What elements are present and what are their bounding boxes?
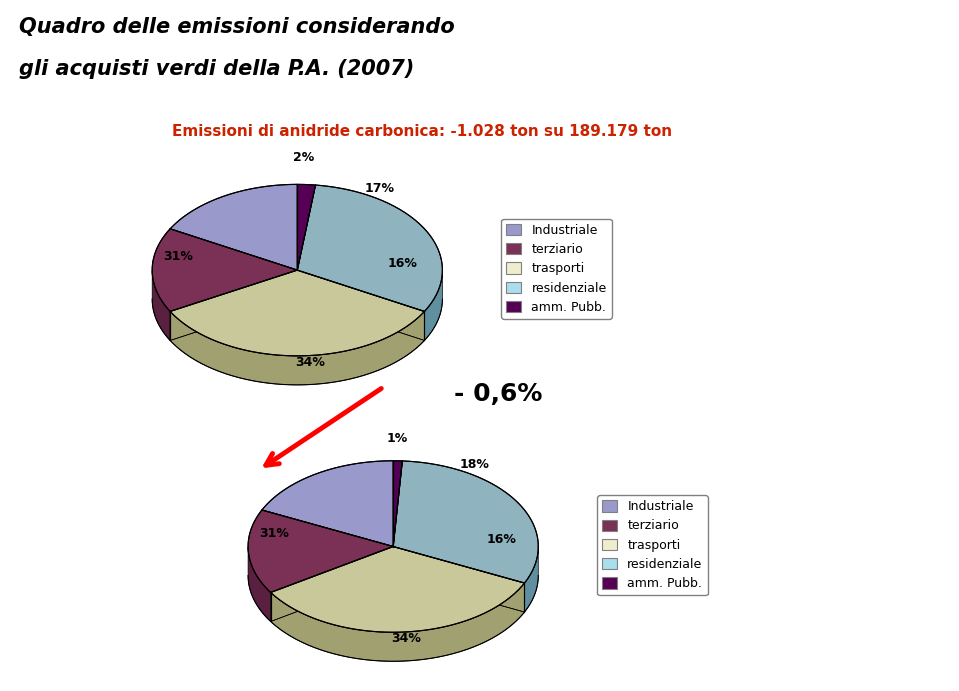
Polygon shape — [152, 229, 297, 312]
Text: 34%: 34% — [391, 632, 421, 645]
Polygon shape — [393, 461, 403, 547]
Polygon shape — [262, 461, 393, 547]
Legend: Industriale, terziario, trasporti, residenziale, amm. Pubb.: Industriale, terziario, trasporti, resid… — [597, 495, 708, 595]
Text: 16%: 16% — [486, 533, 516, 547]
Text: 18%: 18% — [460, 458, 490, 471]
Text: gli acquisti verdi della P.A. (2007): gli acquisti verdi della P.A. (2007) — [19, 59, 414, 79]
Polygon shape — [248, 547, 270, 621]
Text: - 0,6%: - 0,6% — [455, 382, 543, 406]
Polygon shape — [152, 271, 170, 341]
Polygon shape — [525, 548, 538, 612]
Text: 2%: 2% — [293, 151, 315, 164]
Polygon shape — [170, 184, 297, 270]
Text: 31%: 31% — [260, 527, 290, 540]
Polygon shape — [297, 185, 442, 312]
Text: 34%: 34% — [295, 356, 325, 369]
Polygon shape — [425, 271, 442, 341]
Text: Quadro delle emissioni considerando: Quadro delle emissioni considerando — [19, 17, 455, 37]
Polygon shape — [393, 461, 538, 583]
Text: 16%: 16% — [387, 257, 418, 270]
Text: Emissioni di anidride carbonica: -1.028 ton su 189.179 ton: Emissioni di anidride carbonica: -1.028 … — [172, 124, 672, 140]
Legend: Industriale, terziario, trasporti, residenziale, amm. Pubb.: Industriale, terziario, trasporti, resid… — [502, 219, 612, 319]
Text: 17%: 17% — [364, 182, 394, 195]
Polygon shape — [248, 510, 393, 592]
Polygon shape — [270, 583, 525, 661]
Polygon shape — [170, 270, 425, 356]
Polygon shape — [270, 547, 525, 632]
Text: 31%: 31% — [164, 250, 194, 263]
Text: 1%: 1% — [386, 432, 408, 445]
Polygon shape — [297, 184, 316, 270]
Polygon shape — [170, 312, 425, 385]
